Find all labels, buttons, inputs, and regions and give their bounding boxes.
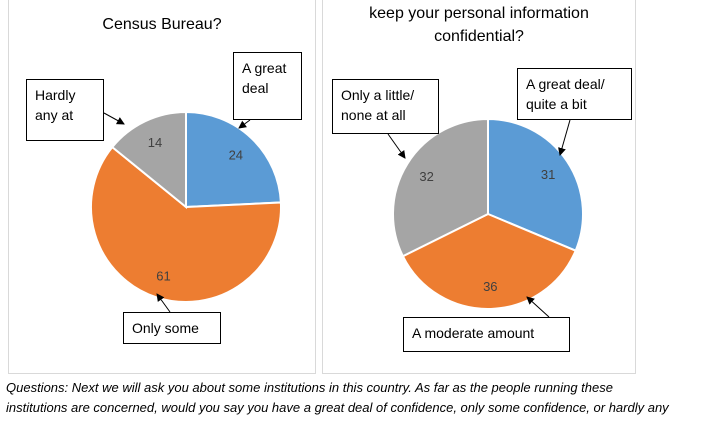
pie-right-slice-2 xyxy=(392,117,489,258)
pie-right-slice-0-value: 31 xyxy=(541,167,555,182)
callout-great-deal-line-1: A great xyxy=(242,60,287,76)
pie-right-slice-2-value: 32 xyxy=(419,169,433,184)
chart-title-left-line-2: Census Bureau? xyxy=(102,16,222,33)
leader-hardly-any xyxy=(103,112,125,125)
callout-hardly-any-line-1: Hardly xyxy=(35,87,76,103)
callout-moderate-amount-line-1: A moderate amount xyxy=(412,325,535,341)
callout-only-a-little-line-1: Only a little/ xyxy=(341,87,415,103)
pie-left-slice-1-value: 61 xyxy=(156,269,170,284)
chart-title-right-line-2: confidential? xyxy=(434,28,524,45)
leader-great-deal xyxy=(238,119,251,129)
pie-left-slice-0-value: 24 xyxy=(229,148,243,163)
chart-panel-right: keep your personal information confident… xyxy=(322,0,636,374)
chart-title-left: Census Bureau? xyxy=(9,0,315,36)
pie-left-slice-1 xyxy=(90,145,282,303)
callout-leaders xyxy=(103,112,571,318)
pie-right: 31 36 32 xyxy=(392,117,584,310)
pie-right-slice-1-value: 36 xyxy=(483,279,497,294)
leader-great-deal-quite-a-bit xyxy=(558,119,571,156)
callout-great-deal-quite-a-bit-line-1: A great deal/ xyxy=(526,76,605,92)
pie-right-slice-1 xyxy=(401,212,577,310)
callout-hardly-any: Hardly any at xyxy=(26,79,104,141)
callout-only-a-little: Only a little/ none at all xyxy=(332,79,439,134)
chart-title-right-line-1: keep your personal information xyxy=(369,5,589,22)
callout-hardly-any-line-2: any at xyxy=(35,107,74,123)
callout-only-some-line-1: Only some xyxy=(132,320,199,336)
pie-left: 24 61 14 xyxy=(90,110,282,303)
callout-moderate-amount: A moderate amount xyxy=(403,317,570,352)
pie-left-slice-0 xyxy=(185,110,282,209)
leader-only-a-little xyxy=(387,133,406,159)
pie-left-slice-2 xyxy=(110,110,187,210)
questions-footnote: Questions: Next we will ask you about so… xyxy=(6,378,700,418)
callout-only-some: Only some xyxy=(123,312,221,344)
footnote-line-1: Questions: Next we will ask you about so… xyxy=(6,380,613,395)
footnote-line-2: institutions are concerned, would you sa… xyxy=(6,400,669,415)
callout-great-deal-quite-a-bit: A great deal/ quite a bit xyxy=(517,68,632,120)
callout-only-a-little-line-2: none at all xyxy=(341,107,406,123)
chart-title-right: keep your personal information confident… xyxy=(323,2,635,48)
callout-great-deal: A great deal xyxy=(233,52,302,120)
pie-left-slice-2-value: 14 xyxy=(148,135,162,150)
callout-great-deal-line-2: deal xyxy=(242,80,269,96)
leader-only-some xyxy=(156,293,171,313)
callout-great-deal-quite-a-bit-line-2: quite a bit xyxy=(526,96,587,112)
leader-moderate-amount xyxy=(526,296,550,318)
